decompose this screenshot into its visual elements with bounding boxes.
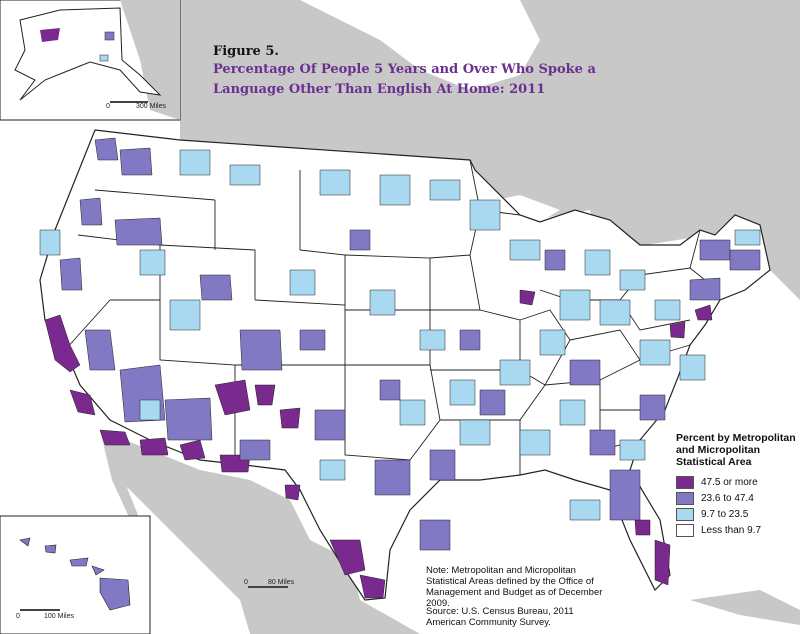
legend-swatch (676, 475, 694, 489)
legend-label: Less than 9.7 (701, 524, 762, 536)
legend-item-47plus: 47.5 or more (676, 474, 796, 490)
legend: Percent by Metropolitan and Micropolitan… (676, 432, 796, 538)
legend-swatch (676, 491, 694, 505)
map-note: Note: Metropolitan and Micropolitan Stat… (426, 565, 603, 609)
hawaii-inset-frame (0, 515, 151, 634)
hawaii-scale-start: 0 (16, 613, 20, 620)
alaska-canada-land (120, 0, 180, 120)
hudson-bay (300, 0, 540, 90)
cuba (690, 590, 800, 625)
legend-item-9-23: 9.7 to 23.5 (676, 506, 796, 522)
legend-label: 23.6 to 47.4 (701, 492, 754, 504)
alaska-fairbanks-area (104, 31, 115, 41)
conus-scale-start: 0 (244, 579, 248, 586)
legend-title: Percent by Metropolitan and Micropolitan… (676, 432, 796, 468)
areas-9-23 (39, 149, 761, 521)
hawaii-scale-end: 100 Miles (44, 613, 74, 620)
legend-item-less-9: Less than 9.7 (676, 522, 796, 538)
alaska-scale-bar: 0 300 Miles (106, 101, 166, 110)
canada-landmass (180, 0, 800, 300)
areas-47plus (44, 289, 713, 599)
alaska-anchorage-area (99, 54, 109, 62)
alaska-northwest-area (40, 28, 60, 42)
alaska-scale-start: 0 (106, 103, 110, 110)
areas-23-47 (59, 137, 761, 551)
alaska-scale-end: 300 Miles (136, 103, 166, 110)
legend-label: 47.5 or more (701, 476, 758, 488)
hawaii-scale-bar: 0 100 Miles (16, 609, 74, 620)
hawaii-islands (19, 537, 131, 611)
legend-item-23-47: 23.6 to 47.4 (676, 490, 796, 506)
figure-label: Figure 5. (213, 44, 279, 59)
mexico-landmass (100, 430, 420, 634)
conus-scale-bar: 0 80 Miles (244, 579, 295, 588)
map-source: Source: U.S. Census Bureau, 2011 America… (426, 606, 574, 628)
legend-label: 9.7 to 23.5 (701, 508, 749, 520)
legend-swatch (676, 523, 694, 537)
legend-swatch (676, 507, 694, 521)
conus-scale-end: 80 Miles (268, 579, 295, 586)
state-borders (64, 159, 721, 475)
map-title: Percentage Of People 5 Years and Over Wh… (213, 62, 596, 97)
